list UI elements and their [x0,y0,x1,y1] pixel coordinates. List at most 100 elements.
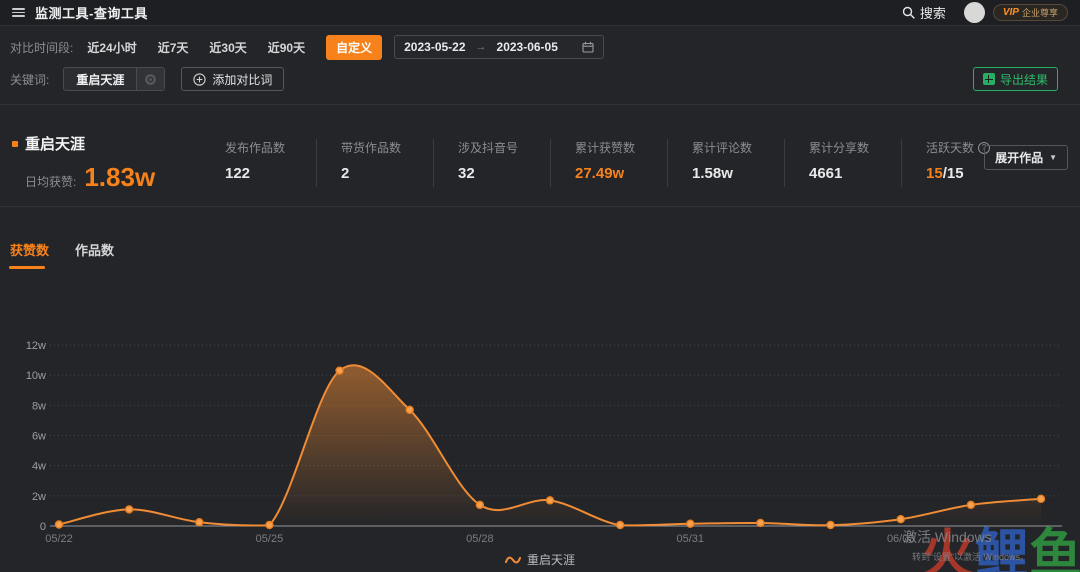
date-start[interactable]: 2023-05-22 [404,40,466,54]
period-option-24h[interactable]: 近24小时 [87,40,137,55]
data-point[interactable] [405,405,414,415]
keyword-tag-text: 重启天涯 [76,72,125,87]
tab-works-count[interactable]: 作品数 [75,243,115,258]
plus-circle-icon [193,72,207,86]
chart-legend[interactable]: 重启天涯 [0,551,1080,568]
stat-column: 涉及抖音号 32 [433,139,550,187]
data-point[interactable] [615,520,625,530]
export-label: 导出结果 [999,72,1048,87]
data-point[interactable] [966,500,976,510]
excel-icon [982,73,995,85]
filter-section: 对比时间段: 近24小时 近7天 近30天 近90天 自定义 2023-05-2… [0,26,1080,105]
stat-value: 4661 [809,165,843,182]
data-point[interactable] [896,515,905,524]
avatar[interactable] [963,2,985,23]
stat-label: 累计分享数 [809,141,870,155]
stat-label: 活跃天数? [926,139,1018,156]
period-option-30d[interactable]: 近30天 [209,40,247,55]
avg-likes-label: 日均获赞: [25,175,77,189]
vip-label: 企业尊享 [1021,8,1058,18]
stats-columns: 发布作品数 122 带货作品数 2 涉及抖音号 32 累计获赞数 27.49w 累计评论数 1.5… [205,105,1018,206]
stat-column: 活跃天数? 15/15 [901,139,1018,187]
stat-label: 累计获赞数 [575,141,636,155]
keyword-summary: 重启天涯 日均获赞: 1.83w [10,105,205,206]
vip-prefix: VIP [1002,7,1019,18]
stat-label: 累计评论数 [692,141,753,155]
data-point[interactable] [686,519,695,528]
keyword-filter-row: 关键词: 重启天涯 添加对比词 [0,66,1080,92]
stat-value: 32 [458,165,475,182]
likes-trend-chart: 0 2w 4w 6w 8w 10w 12w 05/22 05/25 05/28 05/31 06/03 [26,340,1062,545]
line-series-icon [504,556,521,563]
svg-text:10w: 10w [26,370,46,382]
expand-works-label: 展开作品 [995,151,1044,165]
tab-likes-count[interactable]: 获赞数 [8,240,49,269]
data-point[interactable] [124,505,134,514]
svg-text:05/25: 05/25 [256,533,284,545]
hamburger-menu-icon[interactable] [12,8,25,17]
info-icon[interactable]: ? [978,141,991,154]
stat-column: 累计获赞数 27.49w [550,139,667,187]
stat-label: 涉及抖音号 [458,141,519,155]
topbar: 监测工具-查询工具 搜索 VIP 企业尊享 [0,0,1080,26]
svg-text:05/31: 05/31 [677,533,705,545]
gear-icon [145,73,157,85]
vip-badge[interactable]: VIP 企业尊享 [992,4,1068,21]
avg-likes-value: 1.83w [84,162,156,192]
svg-text:8w: 8w [32,400,46,412]
date-range-picker[interactable]: 2023-05-22 → 2023-06-05 [394,35,604,59]
keyword-tag-action[interactable] [136,68,165,90]
stat-value: 1.58w [692,165,733,182]
data-point[interactable] [475,500,485,510]
period-label: 对比时间段: [10,40,74,55]
series-color-dot [12,140,18,147]
svg-text:05/28: 05/28 [466,533,494,545]
data-point[interactable] [1036,494,1046,504]
period-option-90d[interactable]: 近90天 [267,40,306,55]
data-point[interactable] [756,518,765,528]
svg-text:4w: 4w [32,461,46,473]
keyword-tag[interactable]: 重启天涯 [63,67,166,91]
svg-text:0: 0 [40,521,46,533]
stats-section: 重启天涯 日均获赞: 1.83w 发布作品数 122 带货作品数 2 涉及抖音号 32 累计… [0,105,1080,207]
keyword-label: 关键词: [10,72,50,87]
date-end[interactable]: 2023-06-05 [496,40,558,54]
search-button[interactable]: 搜索 [902,3,946,22]
chevron-down-icon: ▼ [1049,153,1057,162]
stat-column: 累计评论数 1.58w [667,139,784,187]
stat-value: 15/15 [926,165,964,182]
stat-value: 27.49w [575,165,625,182]
add-compare-button[interactable]: 添加对比词 [181,67,285,91]
data-point[interactable] [826,520,835,530]
data-point[interactable] [265,520,274,530]
svg-text:6w: 6w [32,431,46,443]
period-option-7d[interactable]: 近7天 [157,40,189,55]
period-option-custom[interactable]: 自定义 [326,34,383,60]
data-point[interactable] [54,520,64,529]
topbar-right: 搜索 VIP 企业尊享 [902,2,1068,23]
stat-column: 带货作品数 2 [316,139,433,187]
legend-series-label: 重启天涯 [526,553,575,567]
data-point[interactable] [335,366,344,375]
svg-text:06/03: 06/03 [887,533,915,545]
keyword-name: 重启天涯 [25,136,86,153]
expand-works-button[interactable]: 展开作品 ▼ [984,145,1068,170]
export-results-button[interactable]: 导出结果 [972,67,1058,91]
stat-label: 发布作品数 [225,141,286,155]
data-point[interactable] [545,496,555,505]
data-point[interactable] [195,518,204,527]
search-icon [902,6,915,19]
stat-column: 累计分享数 4661 [784,139,901,187]
stat-value: 2 [341,165,350,182]
svg-text:2w: 2w [32,491,46,503]
period-filter-row: 对比时间段: 近24小时 近7天 近30天 近90天 自定义 2023-05-2… [0,34,1080,60]
stat-label: 带货作品数 [341,141,402,155]
svg-text:12w: 12w [26,340,46,352]
chart-tabs: 获赞数 作品数 [0,240,1080,269]
calendar-icon [582,41,594,53]
search-label: 搜索 [919,6,946,21]
stat-value: 122 [225,165,251,182]
page-title: 监测工具-查询工具 [35,6,148,21]
add-compare-label: 添加对比词 [212,72,273,87]
